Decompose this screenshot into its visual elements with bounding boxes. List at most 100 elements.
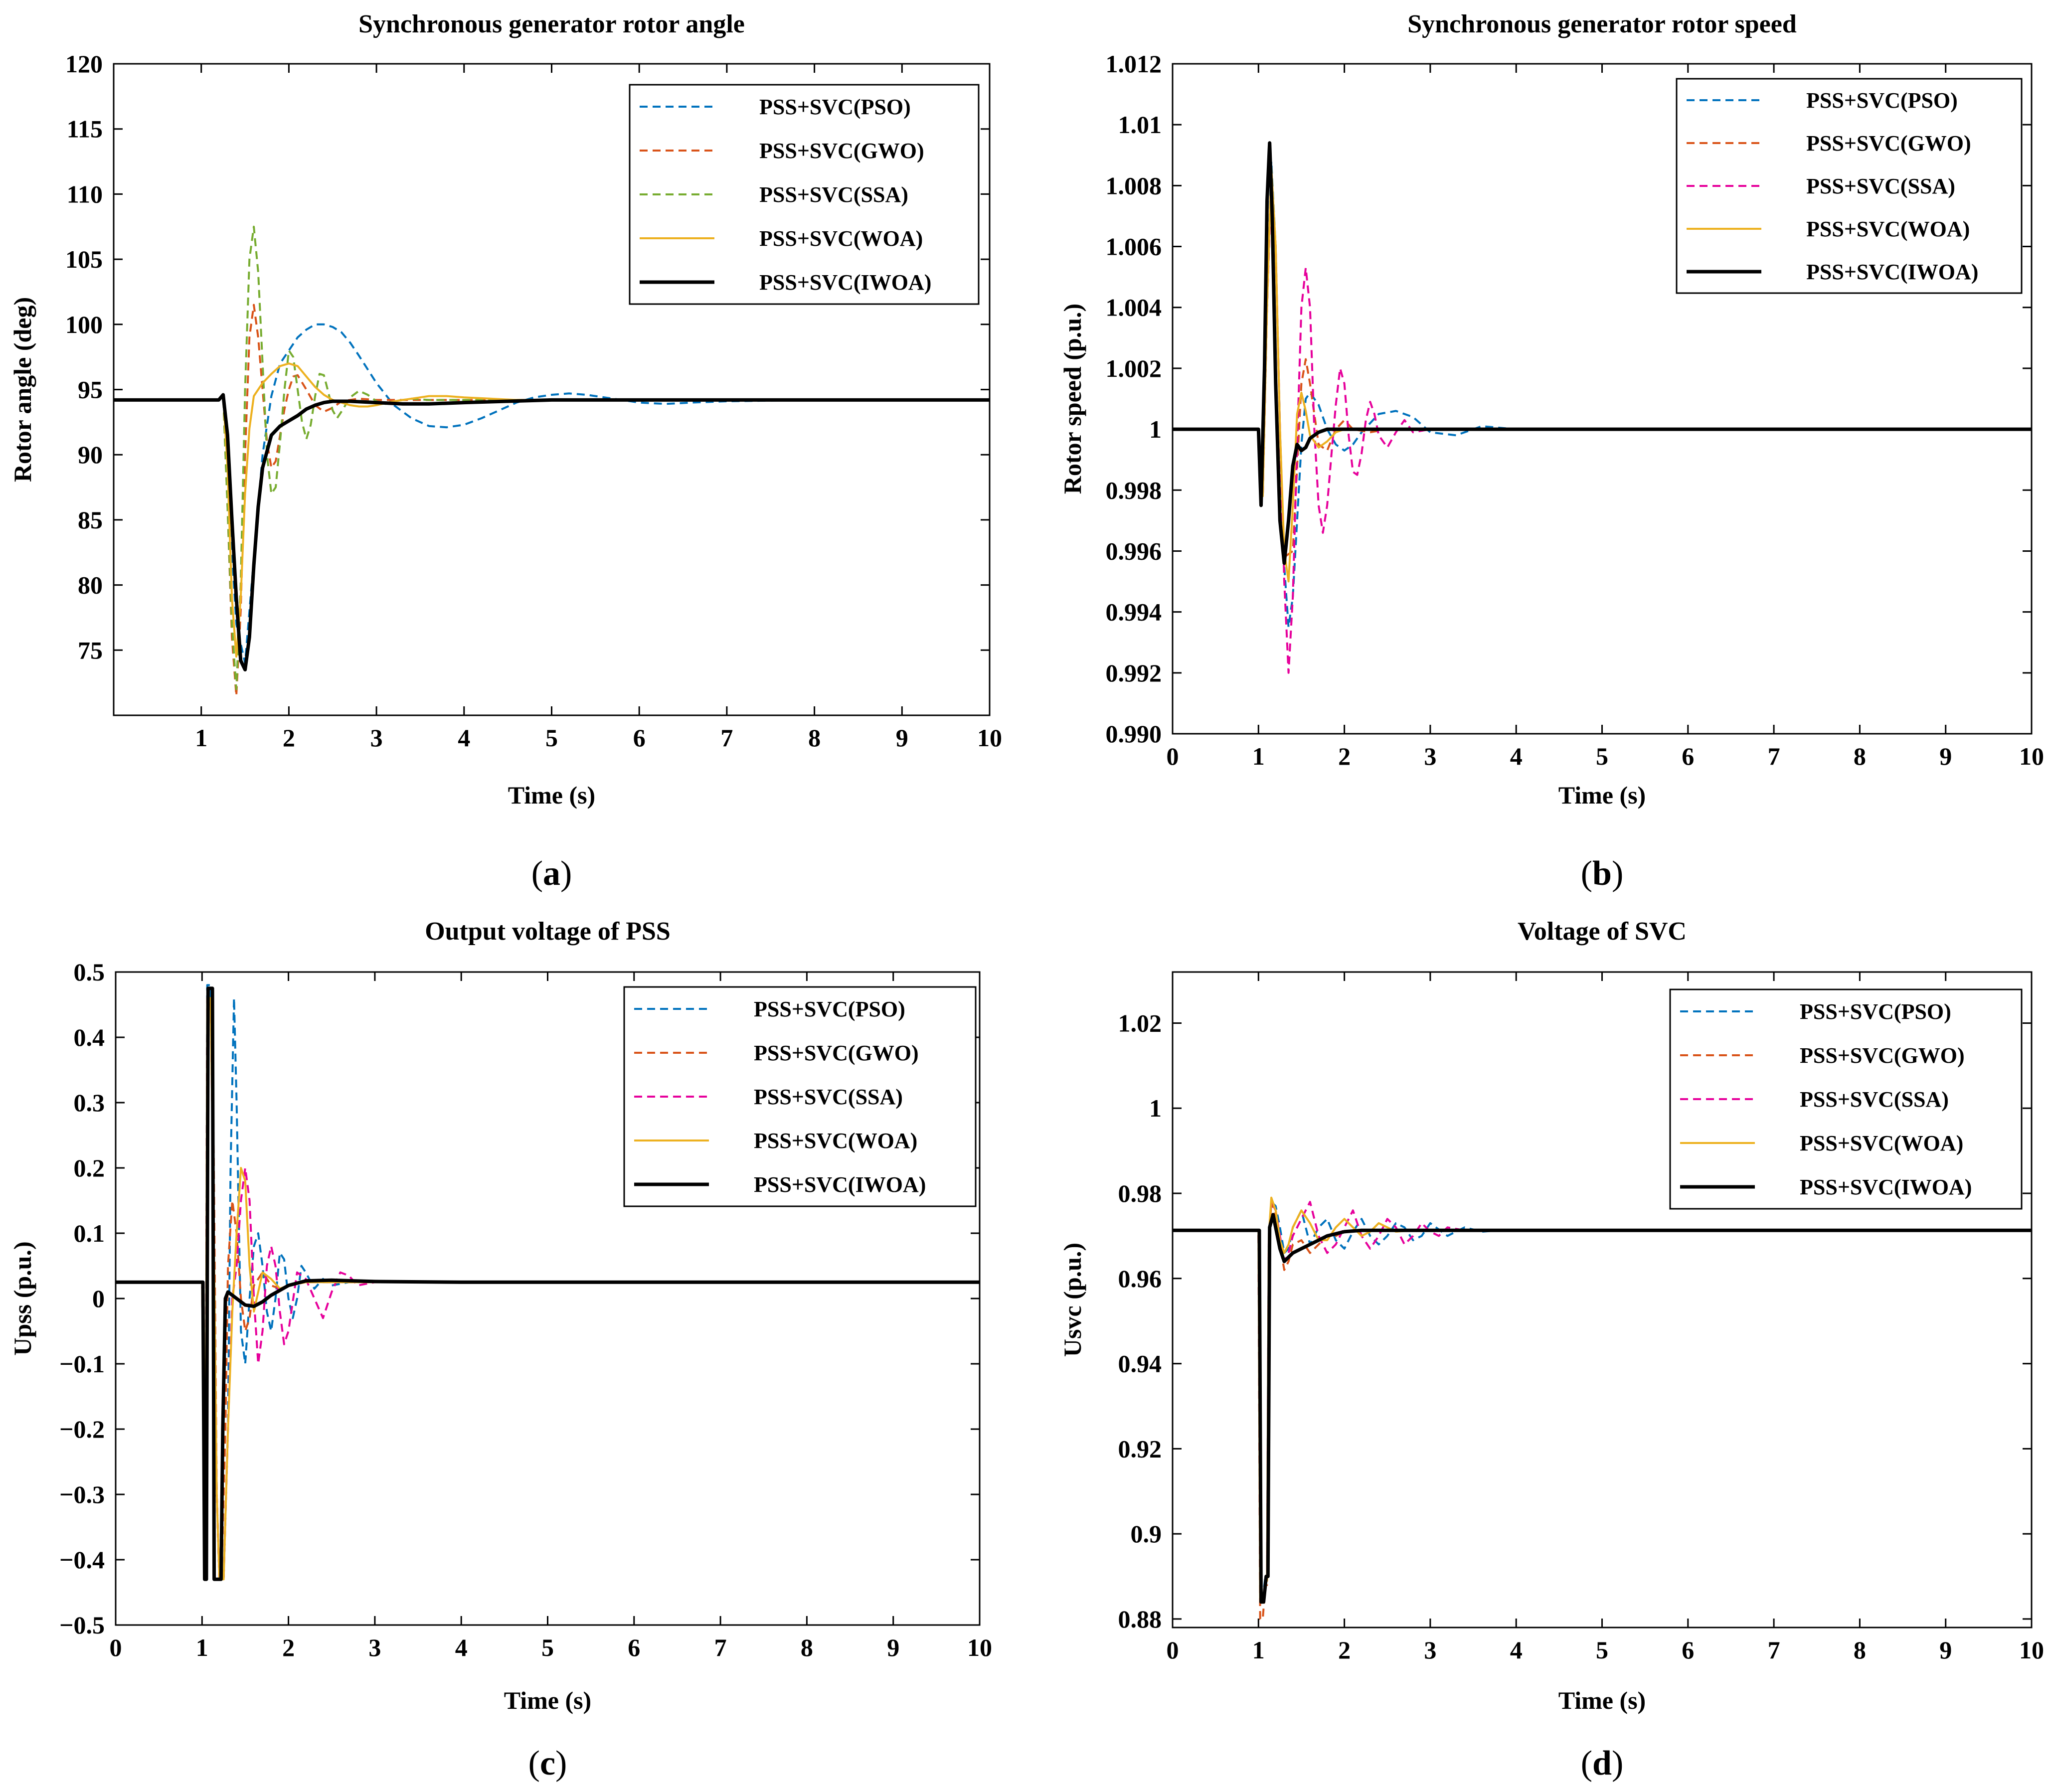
- legend-box: [1676, 78, 2023, 294]
- panel-caption: (a): [531, 854, 572, 893]
- x-tick-label: 4: [1510, 1636, 1523, 1664]
- legend: PSS+SVC(PSO) PSS+SVC(GWO) PSS+SVC(SSA) PSS+…: [1676, 78, 2023, 294]
- series-line-pss-svc-iwoa-: [114, 393, 990, 671]
- y-tick-label: 1.01: [1118, 111, 1162, 139]
- x-tick-label: 10: [967, 1633, 992, 1661]
- x-tick-label: 9: [887, 1633, 899, 1661]
- y-tick-label: 0.98: [1118, 1179, 1162, 1207]
- series-group: [1173, 141, 2032, 674]
- y-tick-label: −0.5: [59, 1611, 105, 1639]
- x-tick-label: 5: [1596, 742, 1608, 770]
- legend-label: PSS+SVC(IWOA): [754, 1172, 926, 1197]
- x-tick-label: 10: [2019, 1636, 2044, 1664]
- legend-label: PSS+SVC(WOA): [759, 226, 923, 251]
- x-tick-label: 3: [1424, 742, 1436, 770]
- y-axis-label: Rotor speed (p.u.): [1058, 304, 1086, 494]
- x-tick-label: 6: [633, 724, 646, 752]
- y-tick-label: −0.3: [59, 1480, 105, 1508]
- legend-box: [629, 84, 980, 305]
- x-tick-label: 1: [1252, 742, 1265, 770]
- chart-title: Synchronous generator rotor angle: [358, 10, 745, 38]
- chart-title: Voltage of SVC: [1518, 917, 1687, 946]
- panel-c: 0 1 2 3 4 5 6 7 8 9 10 −0.5 −0.4 −0.3 −0.2 −0.1 0 0.1 0.2 0…: [8, 917, 992, 1783]
- y-tick-label: 0.92: [1118, 1435, 1162, 1463]
- panel-a: 1 2 3 4 5 6 7 8 9 10 75 80 85 90 95 100 105 110 115 120 Sync…: [8, 10, 1002, 893]
- series-line-pss-svc-pso-: [1173, 160, 2032, 629]
- y-axis-label: Usvc (p.u.): [1058, 1243, 1086, 1357]
- x-tick-label: 8: [1854, 742, 1866, 770]
- legend-label: PSS+SVC(PSO): [1800, 999, 1951, 1024]
- legend-label: PSS+SVC(SSA): [754, 1085, 903, 1109]
- y-tick-label: 0.1: [74, 1219, 105, 1247]
- x-tick-label: 10: [977, 724, 1002, 752]
- legend-label: PSS+SVC(GWO): [759, 139, 924, 163]
- y-tick-label: 0.996: [1106, 537, 1162, 565]
- x-tick-label: 8: [808, 724, 821, 752]
- x-tick-label: 2: [1338, 1636, 1351, 1664]
- y-tick-label: 1: [1149, 415, 1162, 443]
- y-tick-label: 0.3: [74, 1089, 105, 1117]
- panel-b: 0 1 2 3 4 5 6 7 8 9 10 0.990 0.992 0.994 0.996 0.998 1 1.…: [1058, 10, 2044, 893]
- y-tick-label: 0.5: [74, 958, 105, 986]
- legend-label: PSS+SVC(GWO): [1806, 131, 1971, 156]
- x-tick-label: 5: [545, 724, 558, 752]
- y-tick-label: 0.998: [1106, 476, 1162, 504]
- y-tick-label: 0.88: [1118, 1605, 1162, 1633]
- y-tick-label: 100: [65, 311, 103, 338]
- series-group: [116, 984, 980, 1581]
- x-tick-label: 10: [2019, 742, 2044, 770]
- y-tick-label: 120: [65, 50, 103, 78]
- y-tick-label: 1.006: [1106, 233, 1162, 261]
- x-tick-label: 1: [196, 1633, 208, 1661]
- legend-label: PSS+SVC(WOA): [1800, 1131, 1963, 1155]
- x-tick-label: 1: [1252, 1636, 1265, 1664]
- panel-caption-letter: c: [540, 1744, 555, 1783]
- legend-label: PSS+SVC(PSO): [759, 95, 911, 119]
- series-line-pss-svc-iwoa-: [116, 986, 980, 1581]
- y-tick-label: 0.990: [1106, 720, 1162, 748]
- legend-label: PSS+SVC(SSA): [759, 182, 908, 207]
- y-tick-label: 85: [78, 506, 103, 534]
- y-tick-label: −0.4: [59, 1546, 105, 1574]
- chart-title: Synchronous generator rotor speed: [1407, 10, 1797, 38]
- legend-label: PSS+SVC(PSO): [1806, 88, 1958, 113]
- legend-label: PSS+SVC(SSA): [1806, 174, 1955, 198]
- legend-label: PSS+SVC(PSO): [754, 997, 905, 1021]
- x-tick-label: 0: [110, 1633, 122, 1661]
- legend-label: PSS+SVC(GWO): [1800, 1043, 1965, 1068]
- x-tick-label: 6: [1682, 1636, 1694, 1664]
- series-line-pss-svc-gwo-: [1173, 169, 2032, 558]
- legend-label: PSS+SVC(IWOA): [759, 270, 931, 295]
- x-tick-label: 2: [283, 724, 295, 752]
- y-tick-label: 0.94: [1118, 1350, 1162, 1378]
- panel-caption-letter: d: [1592, 1744, 1612, 1783]
- x-tick-label: 2: [1338, 742, 1351, 770]
- y-tick-label: 1.012: [1106, 50, 1162, 78]
- x-tick-label: 8: [1854, 1636, 1866, 1664]
- y-axis-label: Rotor angle (deg): [8, 297, 36, 482]
- y-tick-label: 0.992: [1106, 659, 1162, 687]
- x-tick-label: 1: [195, 724, 207, 752]
- y-tick-label: 1: [1149, 1094, 1162, 1122]
- series-group: [114, 225, 990, 697]
- y-tick-label: 1.02: [1118, 1009, 1162, 1037]
- x-tick-label: 9: [1939, 1636, 1952, 1664]
- y-tick-label: 0.96: [1118, 1265, 1162, 1293]
- legend-label: PSS+SVC(GWO): [754, 1041, 919, 1065]
- x-tick-label: 4: [455, 1633, 468, 1661]
- legend-box: [623, 986, 977, 1207]
- y-tick-label: 115: [67, 115, 103, 143]
- x-tick-label: 6: [628, 1633, 640, 1661]
- y-tick-label: 80: [78, 571, 103, 599]
- y-tick-label: 0: [92, 1285, 105, 1312]
- panel-caption-letter: a: [543, 854, 560, 893]
- x-tick-label: 5: [541, 1633, 554, 1661]
- x-tick-label: 4: [458, 724, 470, 752]
- x-axis-label: Time (s): [508, 781, 595, 809]
- legend-label: PSS+SVC(WOA): [1806, 217, 1970, 241]
- y-tick-label: 110: [67, 180, 103, 208]
- x-axis-label: Time (s): [1558, 1686, 1646, 1714]
- chart-title: Output voltage of PSS: [425, 917, 671, 946]
- panel-d: 0 1 2 3 4 5 6 7 8 9 10 0.88 0.9 0.92 0.94 0.96 0.98 1 1.02…: [1058, 917, 2044, 1783]
